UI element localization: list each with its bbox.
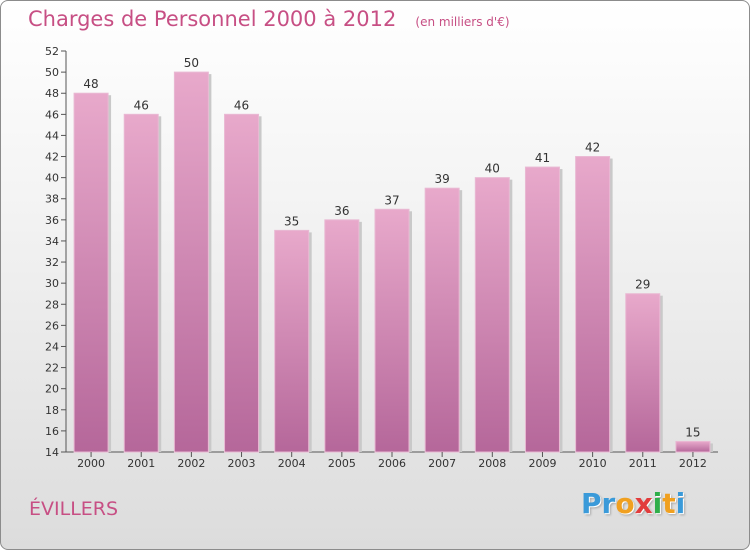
x-tick-label-2004: 2004 (278, 457, 306, 470)
y-tick-label: 34 (45, 235, 59, 248)
x-tick-label-2002: 2002 (177, 457, 205, 470)
y-tick-label: 38 (45, 193, 59, 206)
title-main: Charges de Personnel 2000 à 2012 (28, 7, 397, 31)
y-tick-label: 26 (45, 319, 59, 332)
data-label-2008: 40 (485, 162, 500, 176)
bar-2004 (274, 229, 310, 453)
y-tick-label: 52 (45, 45, 59, 58)
data-label-2001: 46 (134, 98, 149, 112)
bar-2009 (524, 166, 560, 453)
bar-2006 (374, 208, 410, 453)
bar-2010 (575, 156, 611, 453)
data-label-2005: 36 (334, 204, 349, 218)
chart-title: Charges de Personnel 2000 à 2012 (en mil… (28, 7, 510, 31)
bar-2012 (675, 440, 711, 453)
y-tick-label: 28 (45, 298, 59, 311)
y-tick-label: 20 (45, 383, 59, 396)
bar-2008 (474, 177, 510, 453)
bar-2002 (173, 71, 209, 453)
x-tick-label-2003: 2003 (228, 457, 256, 470)
x-tick-label-2011: 2011 (629, 457, 657, 470)
y-tick-label: 16 (45, 425, 59, 438)
logo-letter: o (615, 487, 635, 520)
x-tick-label-2010: 2010 (579, 457, 607, 470)
x-tick-label-2012: 2012 (679, 457, 707, 470)
data-label-2004: 35 (284, 214, 299, 228)
bar-2007 (424, 187, 460, 453)
proxiti-logo: Proxiti (581, 487, 685, 520)
y-tick-label: 18 (45, 404, 59, 417)
y-tick-label: 42 (45, 151, 59, 164)
bar-2005 (324, 219, 360, 453)
bars: 48 46 50 46 35 36 37 39 40 41 42 29 15 (73, 56, 713, 453)
data-label-2009: 41 (535, 151, 550, 165)
y-tick-label: 46 (45, 108, 59, 121)
x-tick-label-2008: 2008 (478, 457, 506, 470)
y-tick-label: 22 (45, 362, 59, 375)
logo-letter: x (634, 487, 653, 520)
x-axis: 2000 2001 2002 2003 2004 2005 2006 2007 2008 2009… (77, 452, 707, 470)
data-label-2000: 48 (83, 77, 98, 91)
bar-2003 (224, 113, 260, 453)
data-label-2007: 39 (435, 172, 450, 186)
data-label-2002: 50 (184, 56, 199, 70)
y-tick-label: 40 (45, 172, 59, 185)
y-tick-label: 50 (45, 66, 59, 79)
logo-letter: i (675, 487, 686, 520)
x-tick-label-2001: 2001 (127, 457, 155, 470)
x-tick-label-2000: 2000 (77, 457, 105, 470)
bar-2001 (123, 113, 159, 453)
town-name: ÉVILLERS (29, 498, 119, 520)
x-tick-label-2005: 2005 (328, 457, 356, 470)
data-label-2010: 42 (585, 141, 600, 155)
y-tick-label: 44 (45, 129, 59, 142)
y-tick-label: 14 (45, 446, 59, 459)
y-tick-label: 32 (45, 256, 59, 269)
bar-2000 (73, 92, 109, 453)
logo-letter: P (581, 487, 602, 520)
data-label-2012: 15 (685, 425, 700, 439)
logo-letter: r (601, 487, 616, 520)
y-tick-label: 36 (45, 214, 59, 227)
y-tick-label: 30 (45, 277, 59, 290)
x-tick-label-2009: 2009 (528, 457, 556, 470)
y-tick-label: 48 (45, 87, 59, 100)
data-label-2011: 29 (635, 278, 650, 292)
y-tick-label: 24 (45, 340, 59, 353)
bar-2011 (625, 293, 661, 453)
logo-letter: t (662, 487, 676, 520)
x-tick-label-2006: 2006 (378, 457, 406, 470)
logo-letter: i (652, 487, 663, 520)
data-label-2006: 37 (384, 193, 399, 207)
y-axis: 14 16 18 20 22 24 26 28 30 32 34 36 38 40 42 44 46 48 50 52 (45, 45, 718, 459)
x-tick-label-2007: 2007 (428, 457, 456, 470)
title-unit: (en milliers d'€) (415, 15, 510, 29)
data-label-2003: 46 (234, 98, 249, 112)
